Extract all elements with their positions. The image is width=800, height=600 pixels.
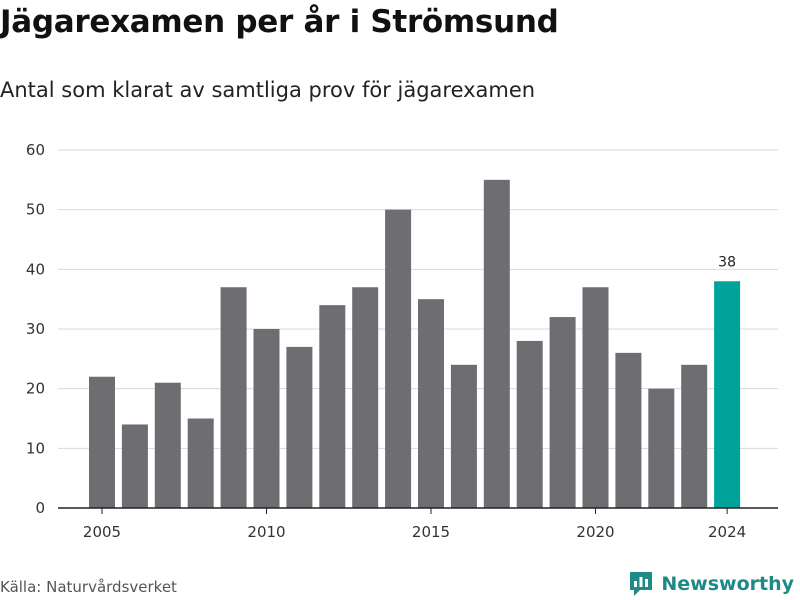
bar <box>648 388 675 508</box>
brand-logo: Newsworthy <box>629 568 794 600</box>
x-tick-label: 2020 <box>576 523 614 541</box>
y-tick-label: 40 <box>26 260 45 278</box>
brand-name: Newsworthy <box>661 573 794 595</box>
bar <box>483 179 510 509</box>
bar <box>154 382 181 508</box>
x-tick-label: 2010 <box>247 523 285 541</box>
y-tick-label: 0 <box>35 499 45 517</box>
x-tick-label: 2015 <box>412 523 450 541</box>
y-tick-label: 60 <box>26 141 45 159</box>
bar <box>253 329 280 508</box>
x-tick-label: 2024 <box>708 523 746 541</box>
bar <box>418 299 444 508</box>
bar <box>121 424 148 508</box>
chart-subtitle: Antal som klarat av samtliga prov för jä… <box>0 78 536 102</box>
x-tick-label: 2005 <box>83 523 121 541</box>
bar <box>286 346 313 508</box>
data-label: 38 <box>718 254 736 270</box>
bar <box>352 287 379 508</box>
bar <box>450 364 477 508</box>
y-tick-label: 30 <box>26 320 45 338</box>
bar-highlight <box>714 281 741 508</box>
bar <box>220 287 247 508</box>
bar <box>385 209 412 508</box>
bar <box>187 418 214 508</box>
y-tick-label: 20 <box>26 380 45 398</box>
bar-chart-logo-icon <box>630 572 653 596</box>
bar <box>516 340 543 508</box>
chart-title: Jägarexamen per år i Strömsund <box>0 4 559 40</box>
source-note: Källa: Naturvårdsverket <box>0 578 177 596</box>
bar <box>582 287 609 508</box>
bar <box>89 376 115 508</box>
y-tick-label: 10 <box>26 439 45 457</box>
bar <box>319 305 346 508</box>
bar <box>681 364 708 508</box>
bar <box>615 352 642 508</box>
bar <box>549 317 576 508</box>
y-tick-label: 50 <box>26 201 45 219</box>
bar-chart: 38 0 10 20 30 40 50 60 2005 2010 2015 2020 2024 <box>26 141 778 541</box>
